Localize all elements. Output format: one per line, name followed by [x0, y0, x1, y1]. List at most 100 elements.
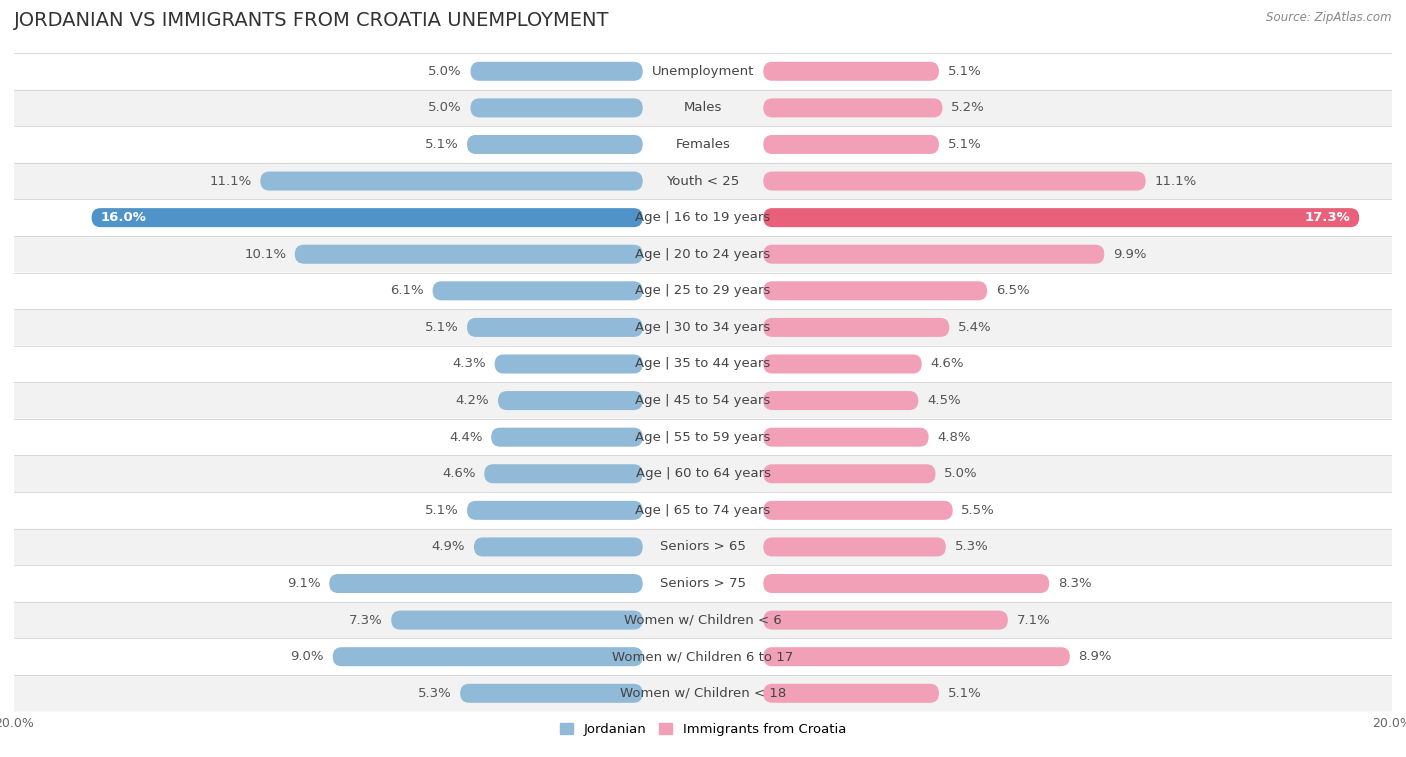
- FancyBboxPatch shape: [763, 501, 953, 520]
- Text: Source: ZipAtlas.com: Source: ZipAtlas.com: [1267, 11, 1392, 24]
- FancyBboxPatch shape: [14, 199, 1392, 236]
- FancyBboxPatch shape: [498, 391, 643, 410]
- Text: Age | 25 to 29 years: Age | 25 to 29 years: [636, 285, 770, 298]
- FancyBboxPatch shape: [471, 62, 643, 81]
- FancyBboxPatch shape: [763, 611, 1008, 630]
- Text: 17.3%: 17.3%: [1305, 211, 1351, 224]
- Text: 11.1%: 11.1%: [209, 175, 252, 188]
- Text: 5.1%: 5.1%: [425, 321, 458, 334]
- FancyBboxPatch shape: [763, 98, 942, 117]
- Text: 4.3%: 4.3%: [453, 357, 486, 370]
- Text: Age | 30 to 34 years: Age | 30 to 34 years: [636, 321, 770, 334]
- FancyBboxPatch shape: [763, 208, 1360, 227]
- FancyBboxPatch shape: [763, 318, 949, 337]
- Legend: Jordanian, Immigrants from Croatia: Jordanian, Immigrants from Croatia: [554, 718, 852, 741]
- Text: 5.0%: 5.0%: [429, 65, 461, 78]
- FancyBboxPatch shape: [14, 602, 1392, 638]
- Text: 5.4%: 5.4%: [957, 321, 991, 334]
- FancyBboxPatch shape: [763, 537, 946, 556]
- Text: Age | 65 to 74 years: Age | 65 to 74 years: [636, 504, 770, 517]
- FancyBboxPatch shape: [14, 528, 1392, 565]
- Text: Age | 60 to 64 years: Age | 60 to 64 years: [636, 467, 770, 480]
- Text: 9.0%: 9.0%: [291, 650, 323, 663]
- Text: 5.2%: 5.2%: [950, 101, 984, 114]
- FancyBboxPatch shape: [763, 574, 1049, 593]
- Text: 7.1%: 7.1%: [1017, 614, 1050, 627]
- FancyBboxPatch shape: [763, 391, 918, 410]
- Text: 16.0%: 16.0%: [100, 211, 146, 224]
- Text: 5.1%: 5.1%: [948, 65, 981, 78]
- FancyBboxPatch shape: [474, 537, 643, 556]
- FancyBboxPatch shape: [763, 684, 939, 702]
- FancyBboxPatch shape: [495, 354, 643, 373]
- Text: 7.3%: 7.3%: [349, 614, 382, 627]
- FancyBboxPatch shape: [484, 464, 643, 483]
- Text: 9.9%: 9.9%: [1114, 248, 1146, 260]
- Text: Age | 45 to 54 years: Age | 45 to 54 years: [636, 394, 770, 407]
- Text: 5.5%: 5.5%: [962, 504, 995, 517]
- FancyBboxPatch shape: [14, 273, 1392, 309]
- FancyBboxPatch shape: [763, 62, 939, 81]
- Text: 6.5%: 6.5%: [995, 285, 1029, 298]
- Text: Age | 55 to 59 years: Age | 55 to 59 years: [636, 431, 770, 444]
- Text: 5.1%: 5.1%: [948, 687, 981, 699]
- FancyBboxPatch shape: [763, 245, 1104, 263]
- FancyBboxPatch shape: [14, 89, 1392, 126]
- Text: 9.1%: 9.1%: [287, 577, 321, 590]
- Text: 10.1%: 10.1%: [245, 248, 287, 260]
- Text: Age | 16 to 19 years: Age | 16 to 19 years: [636, 211, 770, 224]
- Text: 5.1%: 5.1%: [948, 138, 981, 151]
- FancyBboxPatch shape: [14, 126, 1392, 163]
- Text: Seniors > 75: Seniors > 75: [659, 577, 747, 590]
- Text: Women w/ Children < 6: Women w/ Children < 6: [624, 614, 782, 627]
- FancyBboxPatch shape: [467, 135, 643, 154]
- FancyBboxPatch shape: [14, 163, 1392, 199]
- FancyBboxPatch shape: [763, 282, 987, 301]
- FancyBboxPatch shape: [491, 428, 643, 447]
- FancyBboxPatch shape: [14, 492, 1392, 528]
- FancyBboxPatch shape: [91, 208, 643, 227]
- FancyBboxPatch shape: [763, 428, 928, 447]
- Text: Age | 35 to 44 years: Age | 35 to 44 years: [636, 357, 770, 370]
- FancyBboxPatch shape: [433, 282, 643, 301]
- FancyBboxPatch shape: [329, 574, 643, 593]
- Text: 5.1%: 5.1%: [425, 138, 458, 151]
- FancyBboxPatch shape: [467, 501, 643, 520]
- Text: 4.6%: 4.6%: [441, 467, 475, 480]
- Text: 4.9%: 4.9%: [432, 540, 465, 553]
- FancyBboxPatch shape: [14, 456, 1392, 492]
- FancyBboxPatch shape: [14, 53, 1392, 89]
- Text: 6.1%: 6.1%: [391, 285, 425, 298]
- Text: Youth < 25: Youth < 25: [666, 175, 740, 188]
- FancyBboxPatch shape: [391, 611, 643, 630]
- Text: 4.4%: 4.4%: [449, 431, 482, 444]
- Text: 5.0%: 5.0%: [429, 101, 461, 114]
- FancyBboxPatch shape: [14, 565, 1392, 602]
- FancyBboxPatch shape: [763, 354, 922, 373]
- Text: 4.5%: 4.5%: [927, 394, 960, 407]
- FancyBboxPatch shape: [14, 382, 1392, 419]
- Text: Age | 20 to 24 years: Age | 20 to 24 years: [636, 248, 770, 260]
- FancyBboxPatch shape: [14, 638, 1392, 675]
- Text: Females: Females: [675, 138, 731, 151]
- FancyBboxPatch shape: [295, 245, 643, 263]
- FancyBboxPatch shape: [14, 236, 1392, 273]
- FancyBboxPatch shape: [763, 464, 935, 483]
- Text: 4.6%: 4.6%: [931, 357, 965, 370]
- Text: Women w/ Children < 18: Women w/ Children < 18: [620, 687, 786, 699]
- Text: Unemployment: Unemployment: [652, 65, 754, 78]
- Text: Seniors > 65: Seniors > 65: [659, 540, 747, 553]
- FancyBboxPatch shape: [14, 309, 1392, 346]
- FancyBboxPatch shape: [14, 346, 1392, 382]
- Text: 5.0%: 5.0%: [945, 467, 977, 480]
- Text: 5.3%: 5.3%: [418, 687, 451, 699]
- FancyBboxPatch shape: [763, 135, 939, 154]
- Text: Women w/ Children 6 to 17: Women w/ Children 6 to 17: [613, 650, 793, 663]
- FancyBboxPatch shape: [14, 419, 1392, 456]
- FancyBboxPatch shape: [467, 318, 643, 337]
- Text: 8.3%: 8.3%: [1057, 577, 1091, 590]
- Text: 11.1%: 11.1%: [1154, 175, 1197, 188]
- Text: 4.8%: 4.8%: [938, 431, 970, 444]
- FancyBboxPatch shape: [763, 647, 1070, 666]
- Text: 8.9%: 8.9%: [1078, 650, 1112, 663]
